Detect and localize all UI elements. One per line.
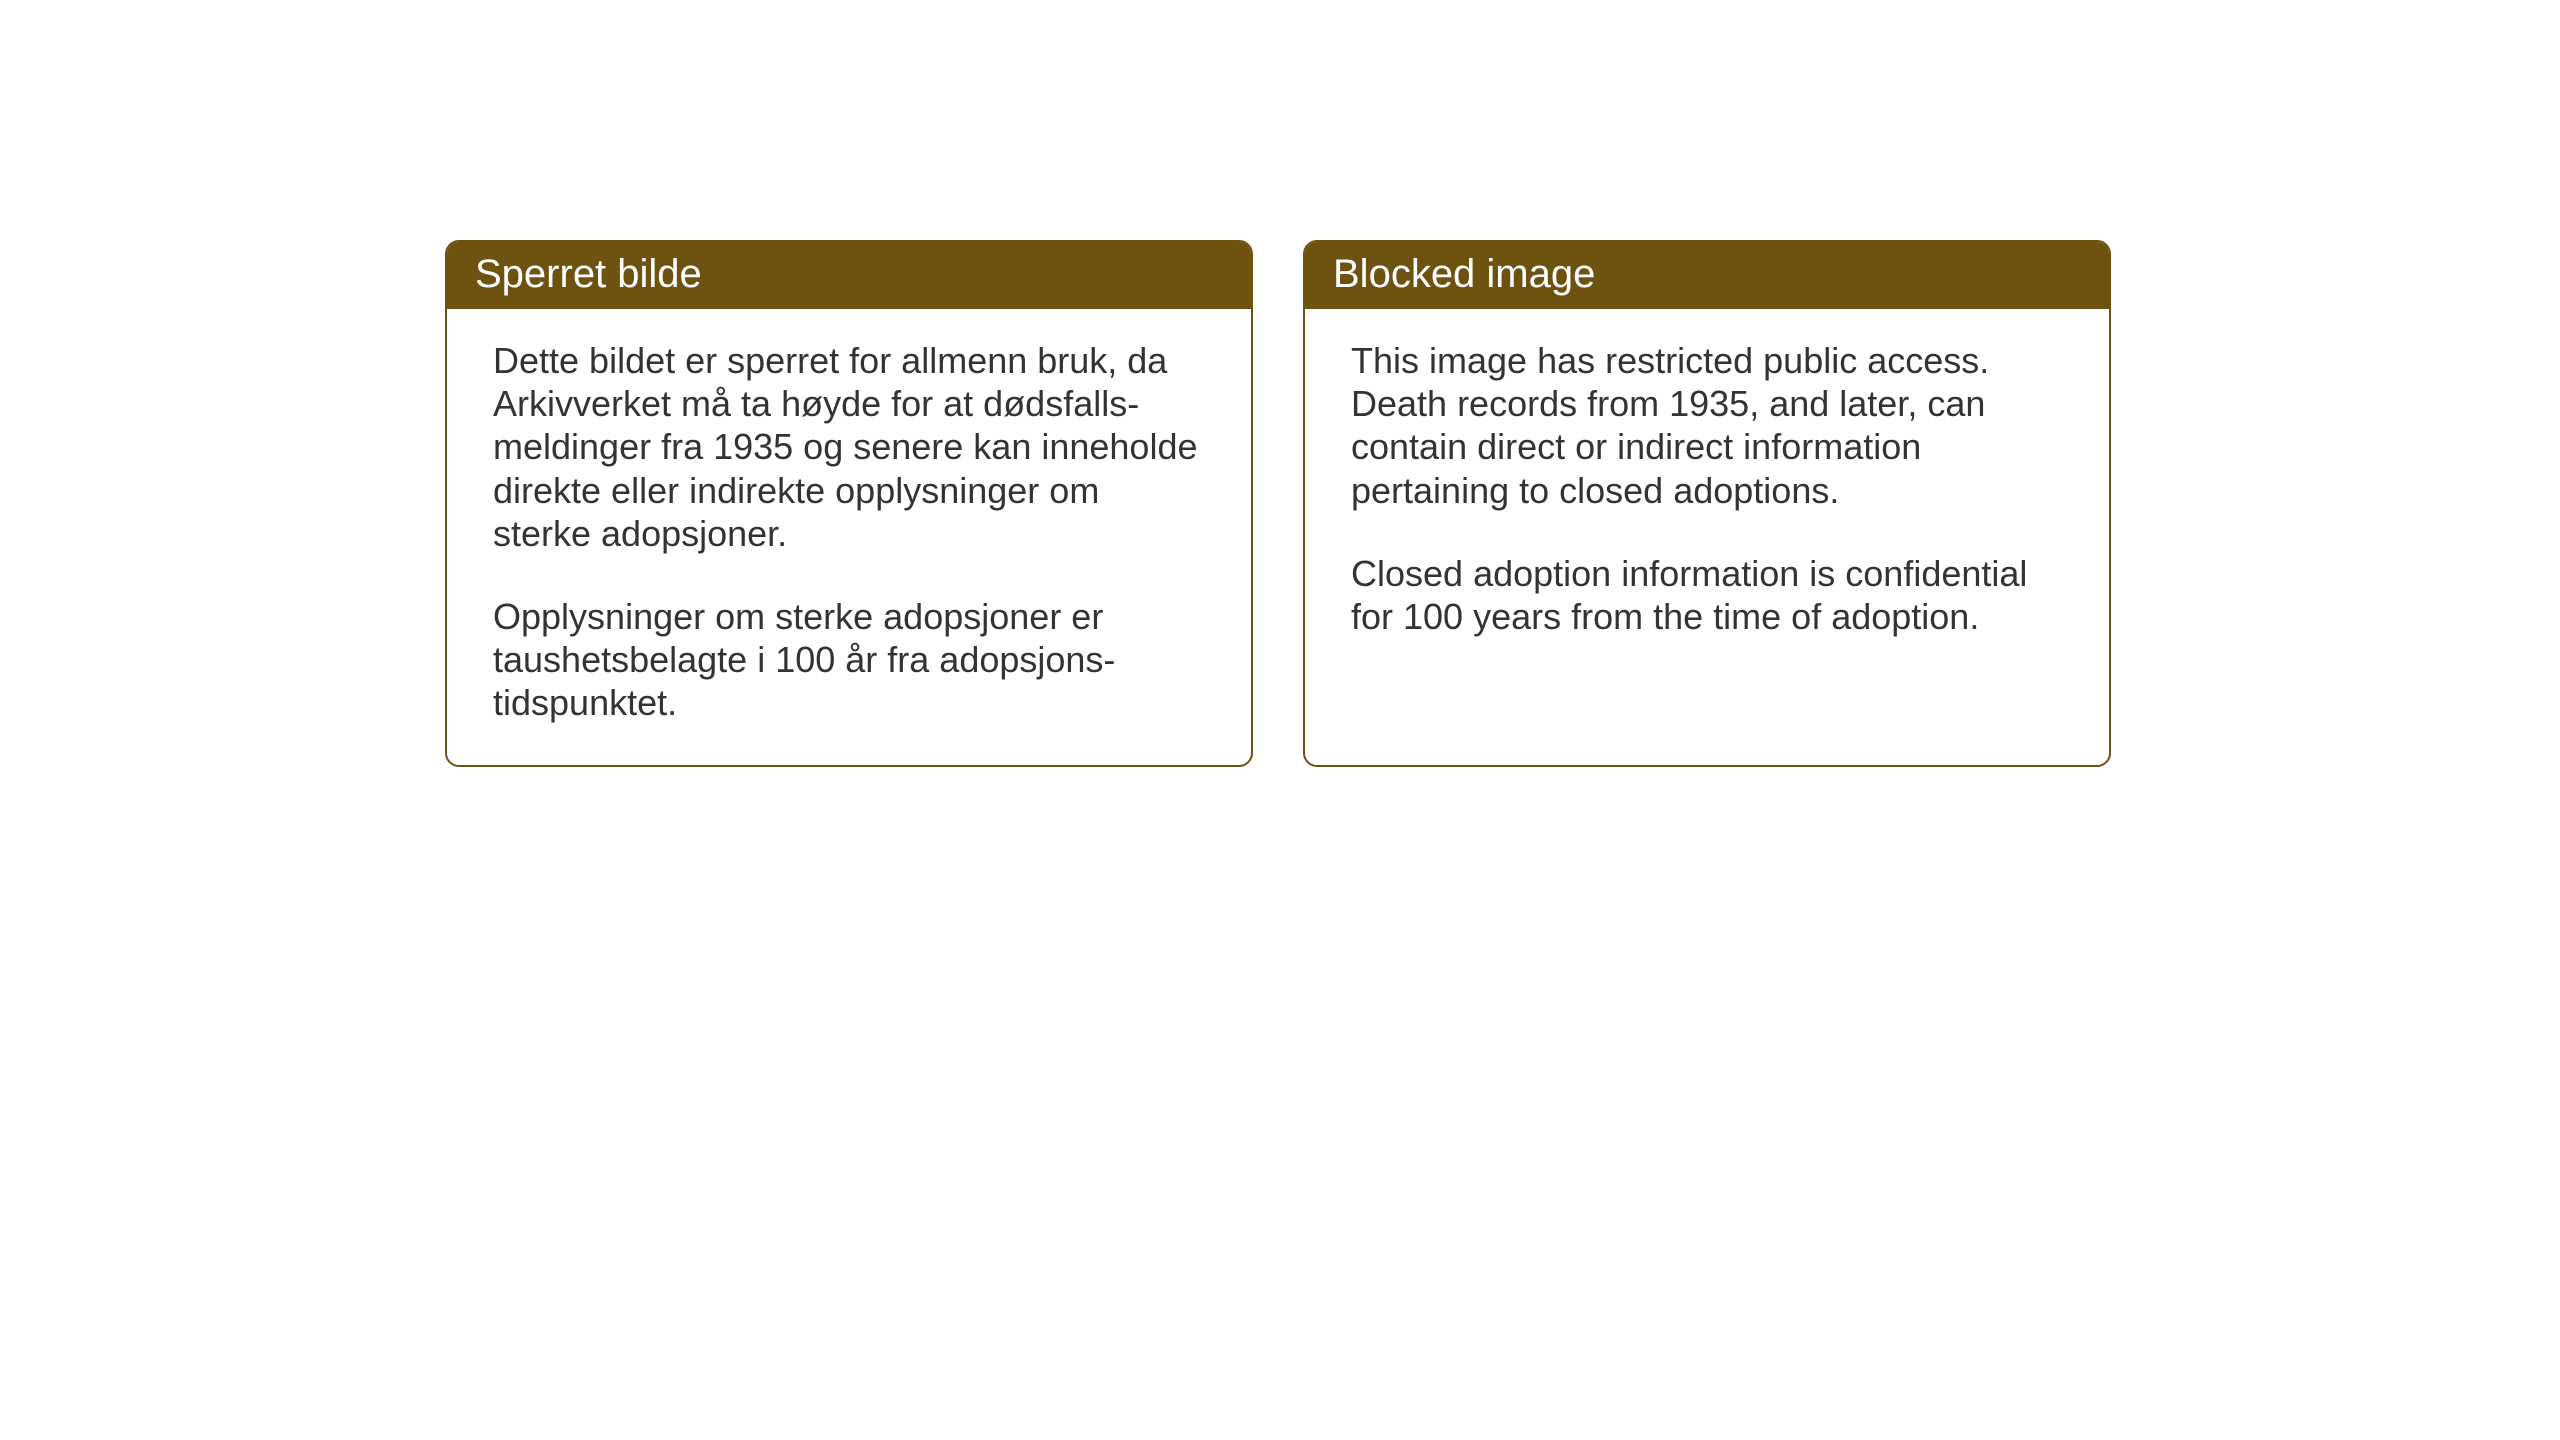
norwegian-paragraph-1: Dette bildet er sperret for allmenn bruk… [493,339,1205,555]
english-card-title: Blocked image [1305,242,2109,309]
norwegian-paragraph-2: Opplysninger om sterke adopsjoner er tau… [493,595,1205,725]
english-paragraph-1: This image has restricted public access.… [1351,339,2063,512]
notice-container: Sperret bilde Dette bildet er sperret fo… [445,240,2111,767]
norwegian-card-body: Dette bildet er sperret for allmenn bruk… [447,309,1251,765]
english-notice-card: Blocked image This image has restricted … [1303,240,2111,767]
english-paragraph-2: Closed adoption information is confident… [1351,552,2063,638]
norwegian-notice-card: Sperret bilde Dette bildet er sperret fo… [445,240,1253,767]
norwegian-card-title: Sperret bilde [447,242,1251,309]
english-card-body: This image has restricted public access.… [1305,309,2109,678]
